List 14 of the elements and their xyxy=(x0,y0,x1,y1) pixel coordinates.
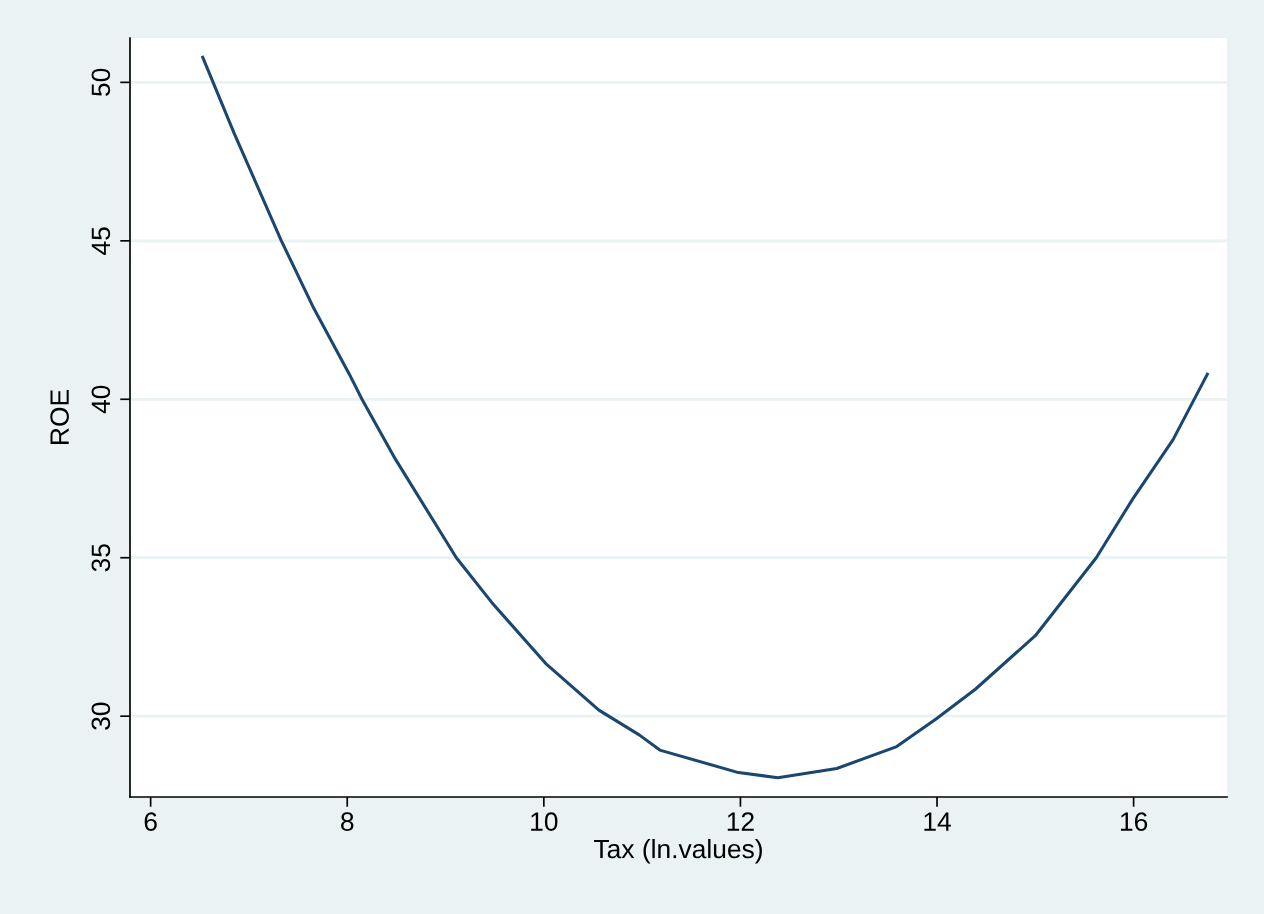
line-series xyxy=(201,55,1209,780)
y-tick-label: 35 xyxy=(91,544,111,572)
y-tick-label: 45 xyxy=(91,227,111,255)
x-axis-title: Tax (ln.values) xyxy=(594,838,762,864)
y-axis-title: ROE xyxy=(50,390,69,444)
x-tick-label: 12 xyxy=(727,812,754,831)
x-tick-label: 6 xyxy=(144,812,157,831)
y-tick-label: 50 xyxy=(91,68,111,96)
y-tick-label: 30 xyxy=(91,702,111,730)
x-tick-label: 14 xyxy=(924,812,951,831)
y-tick-label: 40 xyxy=(91,385,111,414)
x-tick-label: 16 xyxy=(1120,812,1148,831)
x-tick-label: 10 xyxy=(531,812,558,831)
x-tick-label: 8 xyxy=(341,812,354,831)
